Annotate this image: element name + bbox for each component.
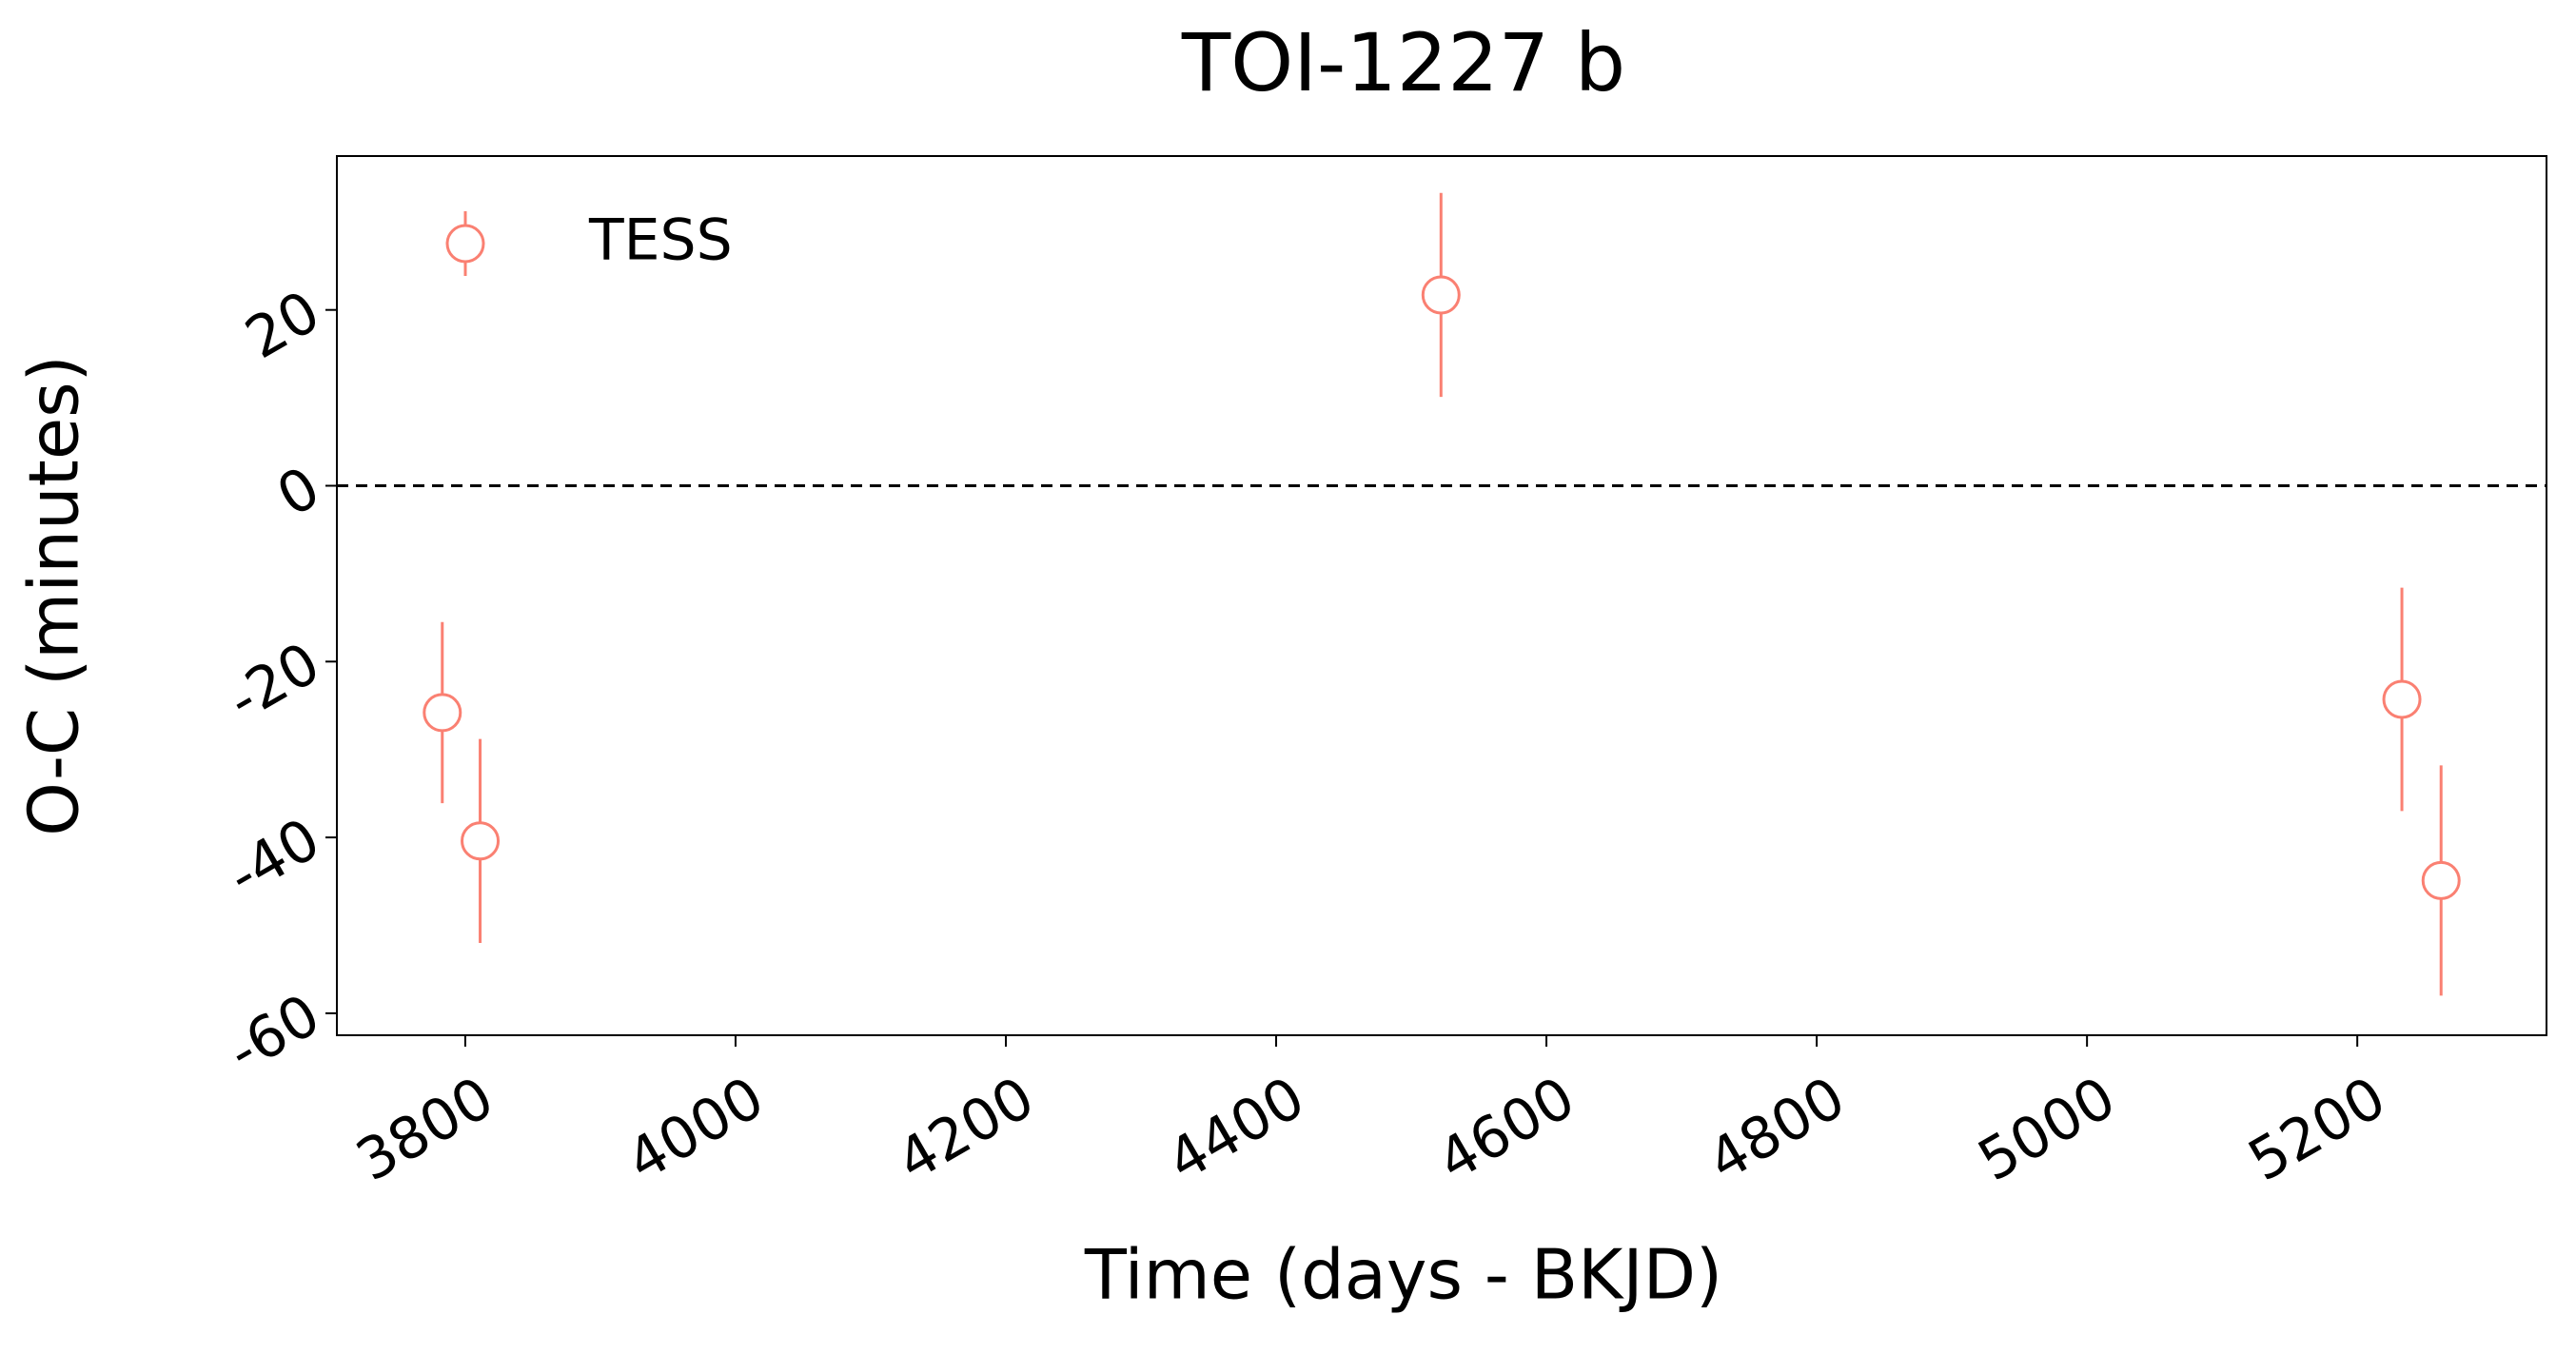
legend-label: TESS [588, 207, 733, 274]
plot-area [336, 155, 2547, 1036]
point [2421, 860, 2461, 900]
y-tick-label: 20 [235, 278, 331, 372]
y-tick-label: -60 [217, 982, 331, 1087]
point [1421, 275, 1461, 315]
x-tick-label: 4400 [1156, 1064, 1315, 1194]
x-tick-label: 4600 [1426, 1064, 1585, 1194]
point [2382, 679, 2422, 719]
y-tick-label: -40 [217, 806, 331, 911]
point [461, 821, 501, 861]
x-tick-label: 3800 [345, 1064, 504, 1194]
point [423, 693, 462, 733]
x-tick-label: 4000 [616, 1064, 775, 1194]
x-tick-label: 5200 [2237, 1064, 2396, 1194]
legend-marker [445, 224, 485, 264]
x-tick-label: 4200 [886, 1064, 1045, 1194]
chart-title: TOI-1227 b [1181, 16, 1625, 109]
x-axis-label: Time (days - BKJD) [1084, 1235, 1722, 1315]
y-axis-label: O-C (minutes) [14, 355, 94, 835]
x-tick-label: 5000 [1967, 1064, 2126, 1194]
y-tick-label: 0 [266, 454, 331, 530]
y-tick-label: -20 [217, 630, 331, 735]
x-tick-label: 4800 [1697, 1064, 1856, 1194]
